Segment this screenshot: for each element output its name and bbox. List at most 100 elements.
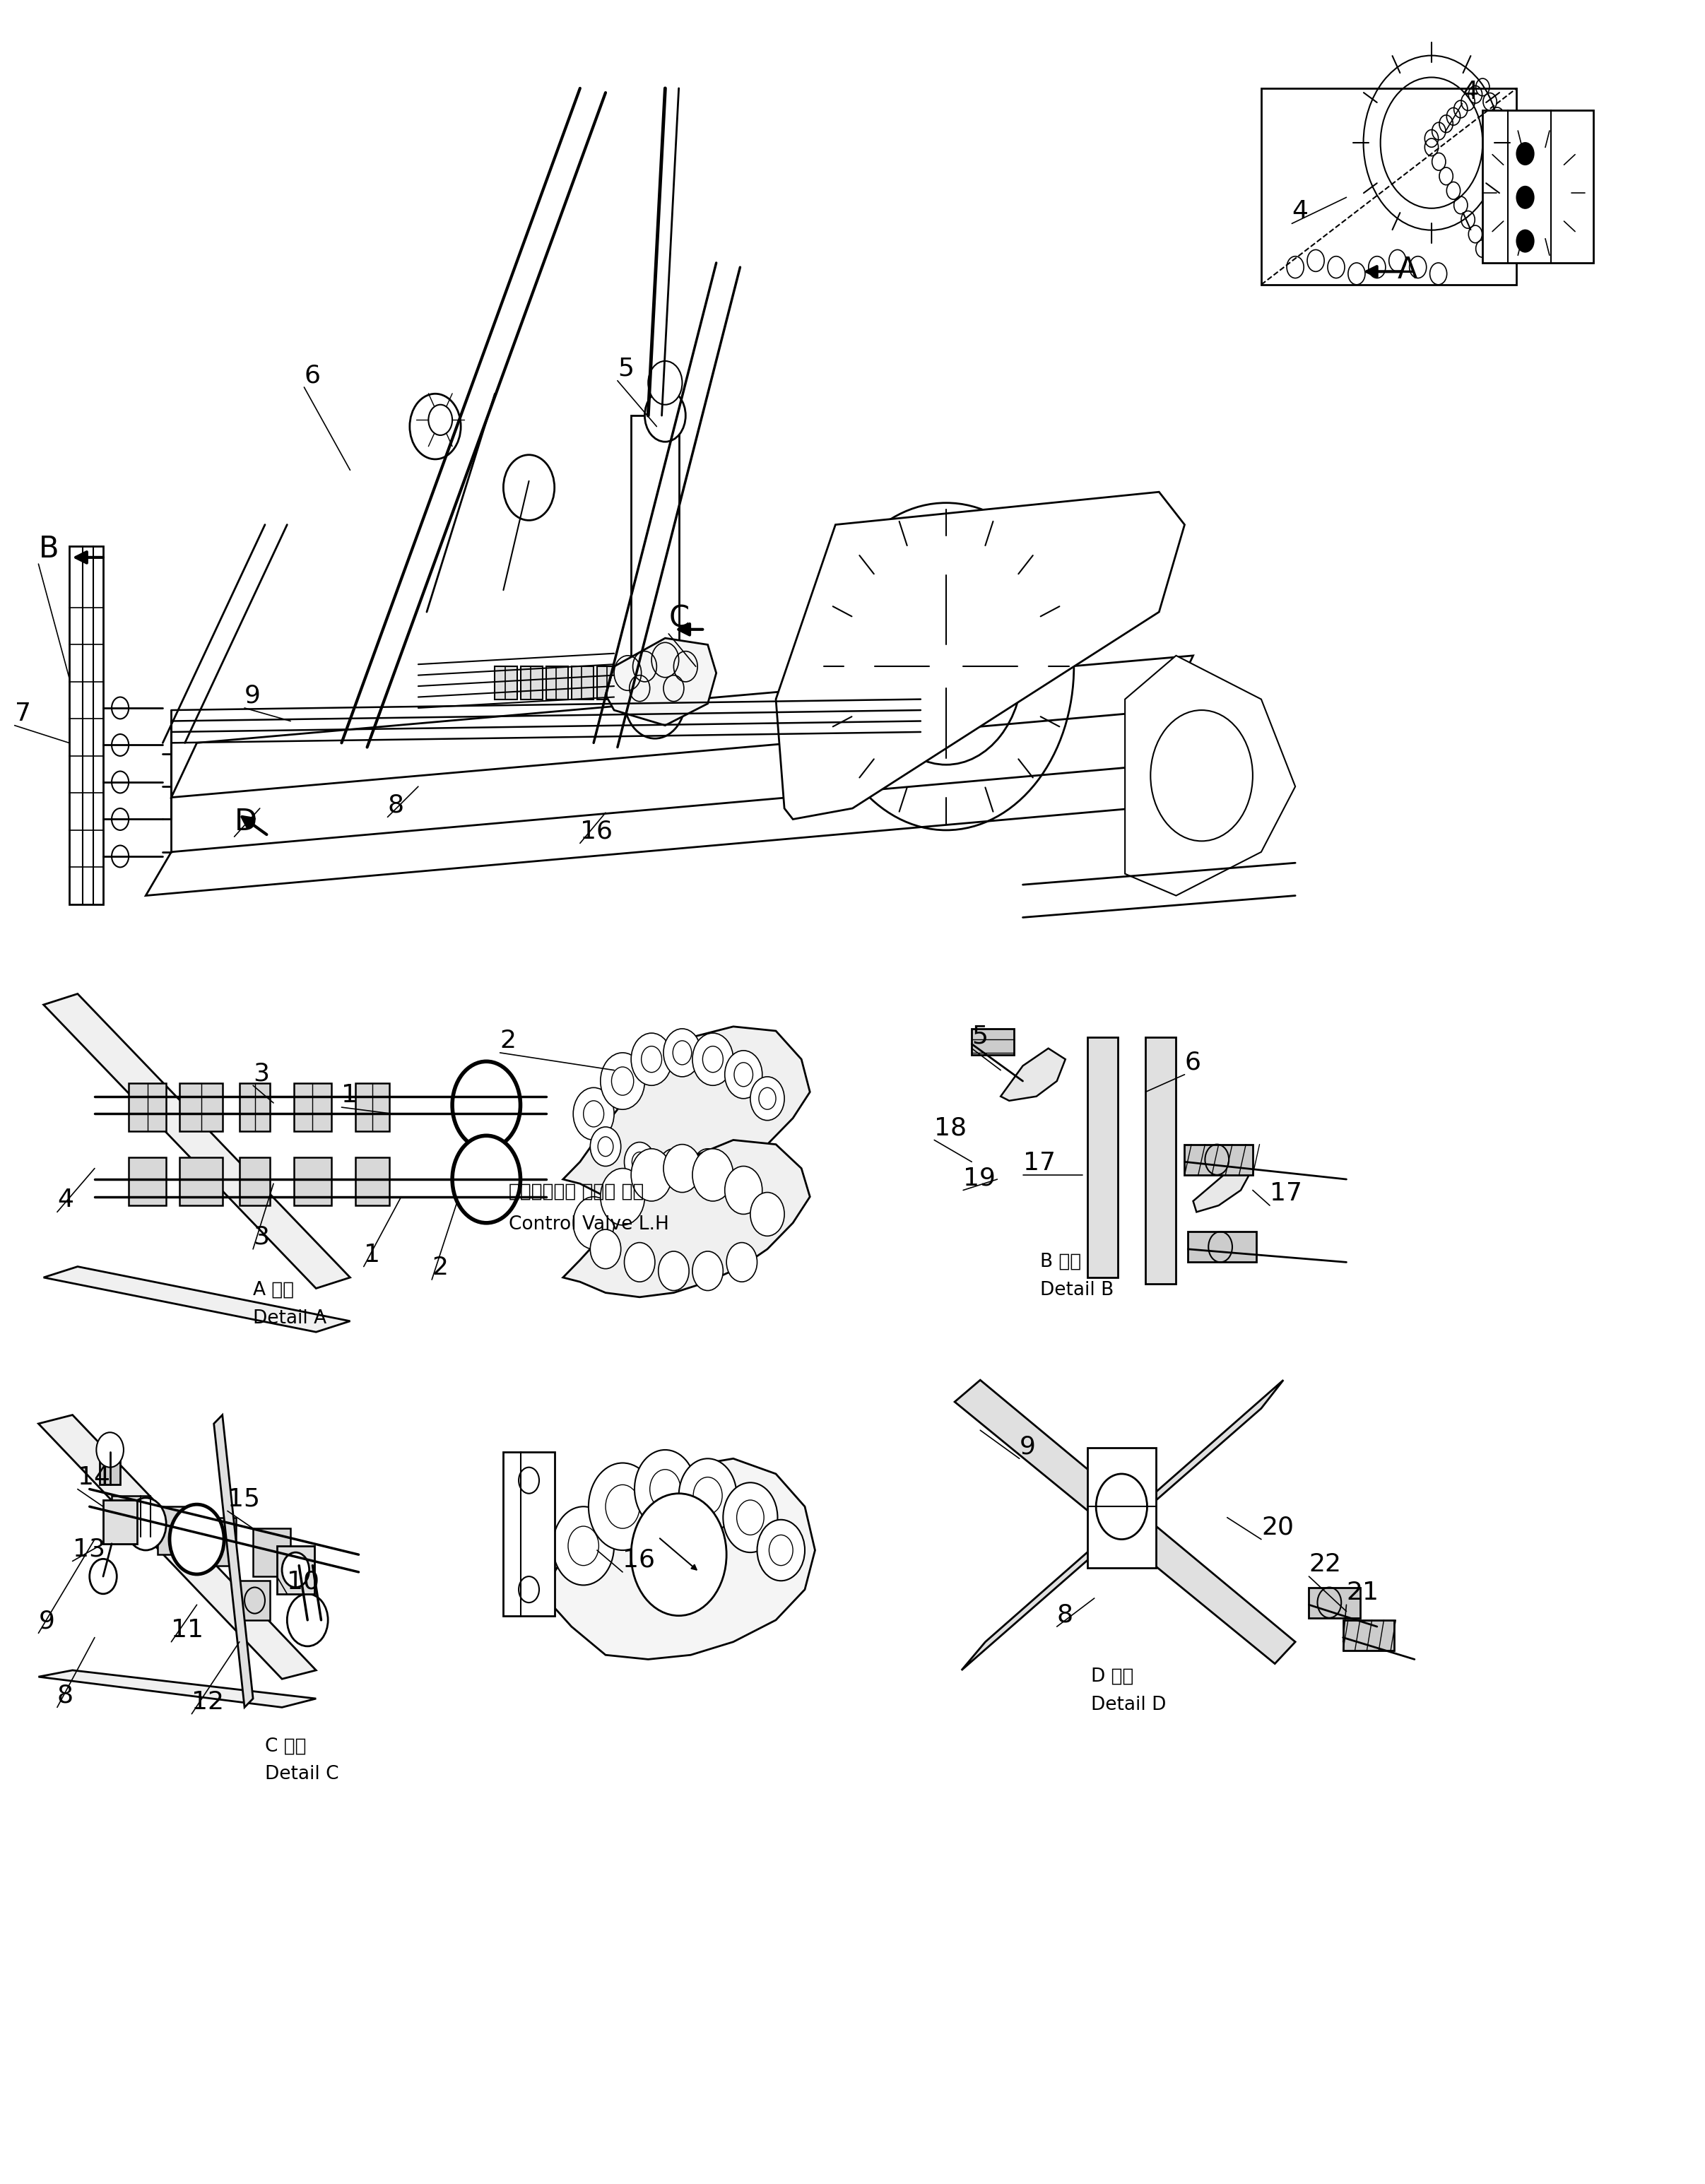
Circle shape: [281, 1553, 309, 1588]
Polygon shape: [605, 638, 716, 725]
Bar: [1483, 109, 1592, 262]
Text: 2: 2: [500, 1029, 517, 1053]
Circle shape: [694, 1476, 723, 1514]
Bar: [355, 1158, 389, 1206]
Circle shape: [750, 1077, 784, 1120]
Text: 1: 1: [341, 1083, 358, 1107]
Circle shape: [644, 389, 685, 441]
Text: 8: 8: [387, 793, 404, 817]
Bar: [239, 1083, 269, 1131]
Circle shape: [598, 1136, 614, 1155]
Circle shape: [452, 1061, 520, 1149]
Bar: [252, 1529, 290, 1577]
Text: 17: 17: [1023, 1151, 1055, 1175]
Circle shape: [723, 1483, 777, 1553]
Bar: [503, 1452, 554, 1616]
Text: 8: 8: [1057, 1603, 1072, 1627]
Circle shape: [631, 1149, 672, 1201]
Text: A 詳細: A 詳細: [252, 1282, 293, 1299]
Bar: [239, 1581, 269, 1621]
Text: 9: 9: [39, 1610, 55, 1634]
Circle shape: [113, 845, 128, 867]
Circle shape: [97, 1433, 123, 1468]
Circle shape: [588, 1463, 656, 1551]
Text: 16: 16: [622, 1548, 655, 1572]
Circle shape: [169, 1505, 223, 1575]
Polygon shape: [213, 1415, 252, 1708]
Text: B 詳細: B 詳細: [1040, 1254, 1081, 1271]
Bar: [101, 1452, 119, 1485]
Circle shape: [113, 697, 128, 719]
Circle shape: [634, 1450, 696, 1529]
Circle shape: [590, 1127, 621, 1166]
Circle shape: [641, 1046, 662, 1072]
Bar: [1185, 1144, 1253, 1175]
Circle shape: [600, 1168, 644, 1225]
Text: 15: 15: [227, 1487, 259, 1511]
Circle shape: [737, 1500, 764, 1535]
Bar: [293, 1083, 331, 1131]
Text: 3: 3: [252, 1061, 269, 1085]
Circle shape: [113, 771, 128, 793]
Circle shape: [726, 1142, 757, 1182]
Circle shape: [633, 1151, 648, 1171]
Circle shape: [692, 1033, 733, 1085]
Circle shape: [409, 393, 460, 459]
Circle shape: [725, 1166, 762, 1214]
Bar: [276, 1546, 314, 1594]
Text: 10: 10: [286, 1570, 319, 1594]
Text: D: D: [234, 808, 257, 836]
Bar: [179, 1158, 222, 1206]
Circle shape: [624, 1243, 655, 1282]
Circle shape: [663, 1144, 701, 1192]
Polygon shape: [1001, 1048, 1066, 1101]
Circle shape: [757, 1520, 805, 1581]
Text: 5: 5: [617, 356, 634, 380]
Bar: [1088, 1448, 1156, 1568]
Text: D 詳細: D 詳細: [1091, 1666, 1134, 1686]
Circle shape: [286, 1594, 327, 1647]
Text: C 詳細: C 詳細: [264, 1736, 307, 1756]
Polygon shape: [44, 1267, 350, 1332]
Text: Control Valve L.H: Control Valve L.H: [508, 1216, 668, 1234]
Circle shape: [663, 1029, 701, 1077]
Text: 14: 14: [78, 1465, 111, 1489]
Circle shape: [658, 1149, 689, 1188]
Polygon shape: [44, 994, 350, 1289]
Circle shape: [679, 1459, 737, 1533]
Circle shape: [702, 1046, 723, 1072]
Text: コントロール バルブ 左側: コントロール バルブ 左側: [508, 1184, 644, 1201]
Text: Detail B: Detail B: [1040, 1282, 1113, 1299]
Circle shape: [631, 1494, 726, 1616]
Polygon shape: [955, 1380, 1296, 1664]
Bar: [157, 1507, 199, 1555]
Circle shape: [692, 1251, 723, 1291]
Circle shape: [735, 1151, 750, 1171]
Circle shape: [667, 1158, 682, 1177]
Text: B: B: [39, 535, 58, 563]
Bar: [293, 1158, 331, 1206]
Text: 20: 20: [1262, 1516, 1294, 1540]
Circle shape: [612, 1068, 634, 1094]
Bar: [239, 1158, 269, 1206]
Circle shape: [725, 1051, 762, 1099]
Text: 9: 9: [244, 684, 261, 708]
Circle shape: [605, 1485, 639, 1529]
Bar: [546, 666, 568, 699]
Text: 18: 18: [934, 1116, 967, 1140]
Circle shape: [1517, 186, 1535, 207]
Bar: [520, 666, 542, 699]
Polygon shape: [145, 764, 1159, 895]
Polygon shape: [1194, 1158, 1253, 1212]
Polygon shape: [170, 655, 1194, 797]
Circle shape: [573, 1197, 614, 1249]
Circle shape: [113, 734, 128, 756]
Circle shape: [590, 1230, 621, 1269]
Circle shape: [568, 1527, 598, 1566]
Bar: [104, 1500, 136, 1544]
Circle shape: [600, 1053, 644, 1109]
Bar: [494, 666, 517, 699]
Circle shape: [658, 1251, 689, 1291]
Bar: [1088, 1037, 1118, 1278]
Circle shape: [648, 360, 682, 404]
